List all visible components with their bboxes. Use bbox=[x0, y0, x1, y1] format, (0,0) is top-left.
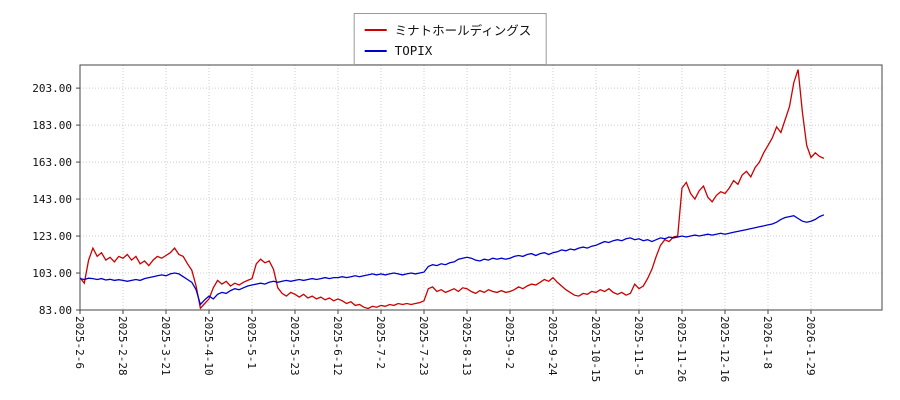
legend-entry-topix: TOPIX bbox=[364, 43, 532, 58]
legend-label-topix: TOPIX bbox=[394, 43, 433, 58]
series-line-topix bbox=[79, 214, 825, 306]
series-line-minato bbox=[79, 69, 825, 310]
legend: ミナトホールディングス TOPIX bbox=[353, 13, 547, 65]
legend-label-minato: ミナトホールディングス bbox=[394, 23, 532, 38]
legend-line-swatch-red bbox=[364, 28, 387, 31]
legend-entry-minato: ミナトホールディングス bbox=[364, 20, 532, 39]
legend-line-swatch-blue bbox=[364, 49, 387, 52]
plot-border bbox=[79, 64, 883, 311]
